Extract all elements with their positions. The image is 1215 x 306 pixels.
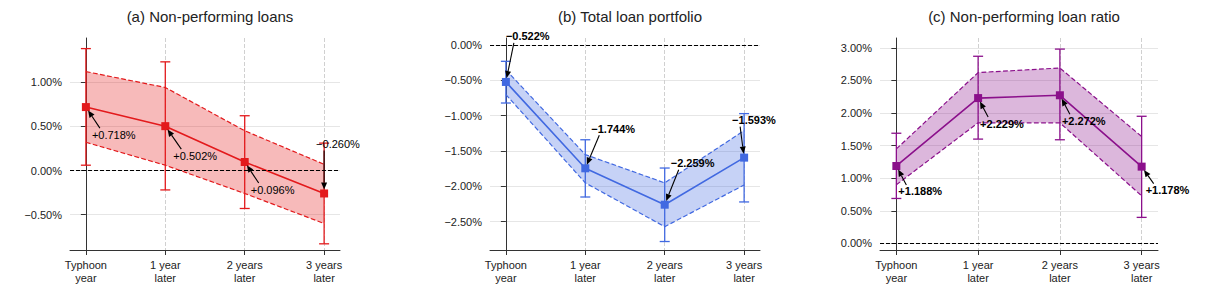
svg-text:+0.502%: +0.502%: [173, 150, 217, 162]
svg-text:(a) Non-performing loans: (a) Non-performing loans: [127, 8, 294, 25]
svg-text:0.50%: 0.50%: [31, 120, 62, 132]
svg-text:later: later: [1049, 272, 1071, 284]
svg-text:−1.50%: −1.50%: [444, 145, 482, 157]
svg-text:0.00%: 0.00%: [31, 165, 62, 177]
svg-text:Typhoon: Typhoon: [485, 259, 527, 271]
svg-text:later: later: [313, 272, 335, 284]
svg-text:year: year: [75, 272, 97, 284]
svg-text:−2.50%: −2.50%: [444, 216, 482, 228]
svg-text:2.50%: 2.50%: [841, 74, 872, 86]
svg-text:+0.096%: +0.096%: [251, 184, 295, 196]
svg-text:3 years: 3 years: [726, 259, 763, 271]
svg-text:−0.260%: −0.260%: [316, 138, 360, 150]
svg-text:1.00%: 1.00%: [841, 172, 872, 184]
svg-text:−1.593%: −1.593%: [732, 114, 776, 126]
svg-text:Typhoon: Typhoon: [65, 259, 107, 271]
svg-text:3.00%: 3.00%: [841, 42, 872, 54]
svg-text:+1.188%: +1.188%: [898, 185, 942, 197]
svg-text:3 years: 3 years: [306, 259, 343, 271]
svg-text:later: later: [654, 272, 676, 284]
svg-text:−1.00%: −1.00%: [444, 110, 482, 122]
svg-text:−2.00%: −2.00%: [444, 180, 482, 192]
svg-text:−1.744%: −1.744%: [591, 123, 635, 135]
svg-text:−0.50%: −0.50%: [444, 74, 482, 86]
svg-text:1.50%: 1.50%: [841, 140, 872, 152]
svg-text:+0.718%: +0.718%: [92, 129, 136, 141]
svg-text:later: later: [575, 272, 597, 284]
svg-text:+1.178%: +1.178%: [1146, 184, 1190, 196]
svg-text:later: later: [1131, 272, 1153, 284]
svg-text:−0.522%: −0.522%: [506, 30, 550, 42]
svg-text:later: later: [967, 272, 989, 284]
svg-text:−0.50%: −0.50%: [24, 209, 62, 221]
svg-text:year: year: [495, 272, 517, 284]
svg-text:−2.259%: −2.259%: [671, 157, 715, 169]
svg-text:year: year: [886, 272, 908, 284]
svg-text:later: later: [733, 272, 755, 284]
svg-text:(b) Total loan portfolio: (b) Total loan portfolio: [558, 8, 702, 25]
svg-text:2.00%: 2.00%: [841, 107, 872, 119]
svg-text:1 year: 1 year: [150, 259, 181, 271]
svg-text:1 year: 1 year: [963, 259, 994, 271]
svg-text:later: later: [234, 272, 256, 284]
svg-text:(c) Non-performing loan ratio: (c) Non-performing loan ratio: [928, 8, 1120, 25]
svg-text:0.00%: 0.00%: [451, 39, 482, 51]
svg-text:later: later: [155, 272, 177, 284]
svg-text:2 years: 2 years: [227, 259, 264, 271]
svg-text:2 years: 2 years: [1042, 259, 1079, 271]
svg-text:3 years: 3 years: [1124, 259, 1161, 271]
svg-text:Typhoon: Typhoon: [875, 259, 917, 271]
svg-text:0.00%: 0.00%: [841, 237, 872, 249]
svg-text:1 year: 1 year: [570, 259, 601, 271]
svg-text:1.00%: 1.00%: [31, 76, 62, 88]
svg-text:2 years: 2 years: [647, 259, 684, 271]
svg-text:0.50%: 0.50%: [841, 205, 872, 217]
svg-text:+2.229%: +2.229%: [980, 118, 1024, 130]
svg-text:+2.272%: +2.272%: [1062, 115, 1106, 127]
